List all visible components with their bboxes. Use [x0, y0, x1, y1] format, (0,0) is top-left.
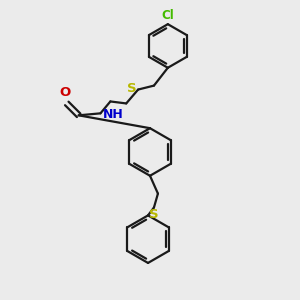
Text: O: O	[59, 86, 70, 100]
Text: S: S	[128, 82, 137, 95]
Text: Cl: Cl	[161, 9, 174, 22]
Text: NH: NH	[102, 108, 123, 121]
Text: S: S	[149, 208, 159, 221]
